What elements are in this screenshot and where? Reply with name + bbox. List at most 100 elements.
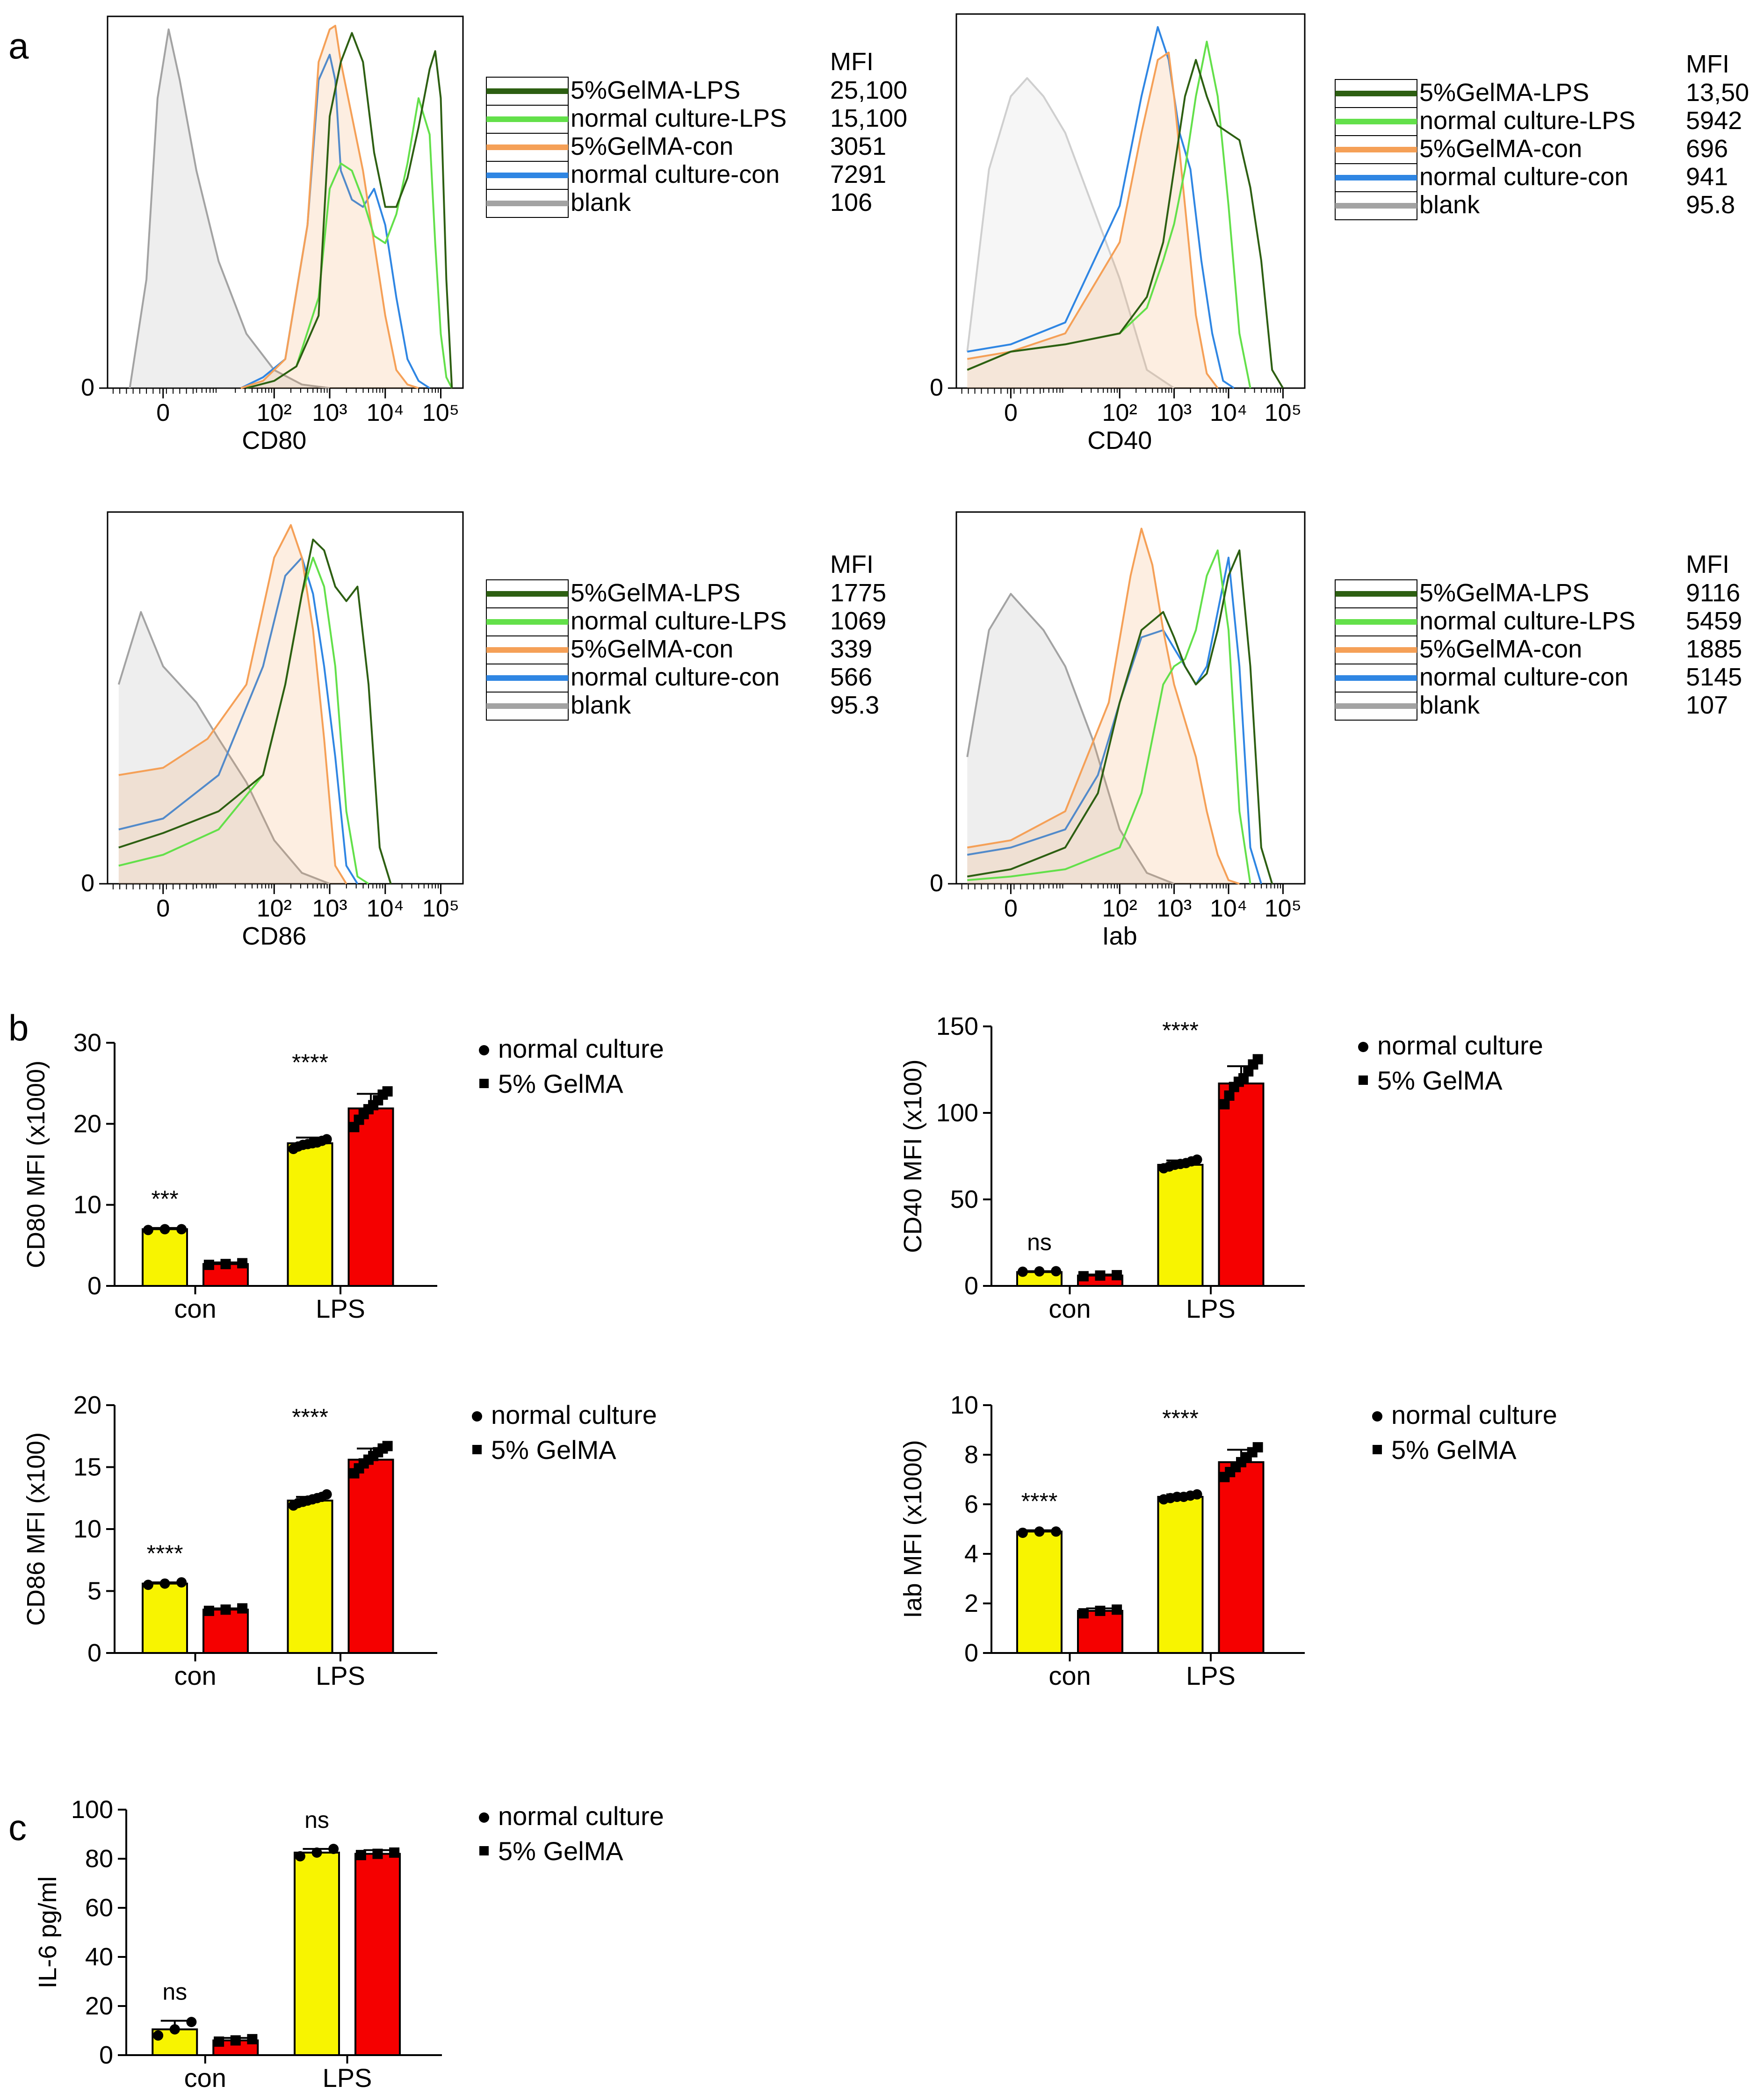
data-point: [143, 1580, 153, 1590]
x-tick-label: LPS: [316, 1661, 365, 1690]
panel-label-a: a: [8, 25, 29, 66]
y-axis-label: CD86 MFI (x100): [22, 1432, 50, 1626]
bar-con-normal: [1016, 1530, 1063, 1654]
significance-label: ns: [162, 1979, 187, 2005]
bar-lps-normal: [287, 1500, 333, 1654]
data-point: [176, 1577, 187, 1588]
data-point: [1192, 1489, 1202, 1500]
legend-marker-circle: [1358, 1042, 1368, 1052]
y-tick-label: 0: [99, 2041, 113, 2069]
legend-label-gelma: 5% GelMA: [1391, 1435, 1517, 1465]
histogram-line-blank: [966, 593, 1175, 885]
y-zero-label: 0: [81, 870, 94, 897]
data-point: [1112, 1270, 1122, 1281]
data-point: [295, 1851, 305, 1862]
mfi-header: MFI: [1686, 50, 1729, 78]
legend-label-normal: normal culture: [1377, 1031, 1543, 1060]
data-point: [1078, 1608, 1089, 1619]
bar-con-normal: [142, 1582, 188, 1654]
y-tick-label: 0: [87, 1272, 101, 1300]
histogram-fill-5-gelma-con: [241, 26, 419, 388]
bar-lps-gelma: [354, 1853, 401, 2056]
y-tick-label: 60: [85, 1894, 113, 1922]
histogram-line-normal-culture-lps: [118, 556, 369, 885]
data-point: [355, 1850, 366, 1861]
mfi-value: 25,100: [830, 76, 907, 104]
y-tick-label: 150: [936, 1012, 978, 1040]
legend-marker-circle: [479, 1812, 489, 1823]
histogram-line-normal-culture-lps: [246, 97, 453, 389]
data-point: [1224, 1090, 1235, 1101]
mfi-value: 107: [1686, 691, 1728, 719]
bar-chart-cd80: 0 10 20 30 CD80 MFI (x1000) con *** LPS **** norm…: [22, 1029, 664, 1323]
legend-label-gelma: 5% GelMA: [1377, 1066, 1503, 1095]
mfi-header: MFI: [830, 550, 874, 578]
legend-marker-square: [1373, 1445, 1382, 1454]
x-tick-label: 10³: [1157, 895, 1192, 922]
bar-lps-gelma: [1218, 1461, 1265, 1654]
data-point: [237, 1603, 248, 1614]
x-tick-label: 0: [156, 399, 170, 426]
legend-label-gelma: 5% GelMA: [498, 1069, 623, 1098]
bar-lps-gelma: [347, 1458, 394, 1654]
y-tick-label: 100: [71, 1796, 113, 1824]
x-tick-label: 0: [1004, 895, 1018, 922]
legend-entry: normal culture-con: [571, 160, 780, 188]
x-tick-label: LPS: [316, 1294, 365, 1323]
significance-label: ***: [151, 1186, 178, 1212]
y-tick-label: 80: [85, 1845, 113, 1873]
legend-entry: normal culture-con: [1419, 663, 1628, 691]
legend-entry: normal culture-LPS: [1419, 107, 1635, 135]
histogram-line-5-gelma-lps: [967, 549, 1273, 884]
bar-lps-normal: [1157, 1496, 1204, 1654]
data-point: [1051, 1526, 1062, 1537]
y-tick-label: 4: [964, 1540, 978, 1568]
data-point: [389, 1847, 400, 1858]
data-point: [1252, 1054, 1263, 1065]
y-zero-label: 0: [930, 374, 943, 401]
x-tick-label: 10³: [312, 399, 347, 426]
x-tick-label: con: [1048, 1661, 1091, 1690]
x-tick-label: con: [174, 1294, 216, 1323]
mfi-value: 1775: [830, 579, 886, 607]
significance-label: ****: [147, 1540, 183, 1566]
y-tick-label: 10: [73, 1515, 101, 1543]
legend-entry: blank: [571, 691, 631, 719]
legend-entry: normal culture-LPS: [571, 607, 787, 635]
bar-lps-gelma: [1218, 1083, 1265, 1287]
mfi-value: 15,100: [830, 104, 907, 132]
data-point: [1051, 1266, 1062, 1277]
bar-con-normal: [142, 1228, 188, 1287]
bar-chart-il6: 0 20 40 60 80 100 IL-6 pg/ml con ns LPS ns normal c…: [34, 1796, 664, 2093]
x-tick-label: LPS: [323, 2063, 372, 2093]
y-tick-label: 20: [73, 1391, 101, 1419]
legend-marker-square: [1359, 1075, 1368, 1085]
histogram-line-normal-culture-con: [967, 556, 1262, 884]
mfi-value: 9116: [1686, 579, 1740, 607]
legend-entry: 5%GelMA-con: [571, 635, 733, 663]
y-axis-label: Iab MFI (x1000): [899, 1440, 927, 1618]
bar-lps-normal: [294, 1851, 340, 2056]
data-point: [247, 2034, 258, 2044]
legend-marker-square: [472, 1445, 482, 1454]
histogram-line-5-gelma-con: [118, 524, 347, 885]
x-axis-label: CD40: [1087, 426, 1152, 455]
y-zero-label: 0: [930, 870, 943, 897]
mfi-header: MFI: [1686, 550, 1729, 578]
y-tick-label: 40: [85, 1943, 113, 1971]
legend-marker-square: [479, 1846, 489, 1855]
significance-label: ****: [292, 1049, 328, 1075]
data-point: [1017, 1527, 1028, 1538]
data-point: [159, 1224, 170, 1234]
y-zero-label: 0: [81, 374, 94, 401]
data-point: [176, 1224, 187, 1234]
significance-label: ns: [304, 1807, 329, 1833]
data-point: [220, 1259, 231, 1270]
histogram-cd40: 0 10² 10³ 10⁴ 10⁵ 0 CD40 MFI 5%GelMA-LPS 13,50 nor…: [930, 13, 1749, 455]
histogram-line-5-gelma-con: [967, 527, 1240, 885]
y-tick-label: 8: [964, 1441, 978, 1469]
data-point: [328, 1844, 339, 1854]
data-point: [1078, 1271, 1089, 1282]
data-point: [203, 1259, 214, 1270]
